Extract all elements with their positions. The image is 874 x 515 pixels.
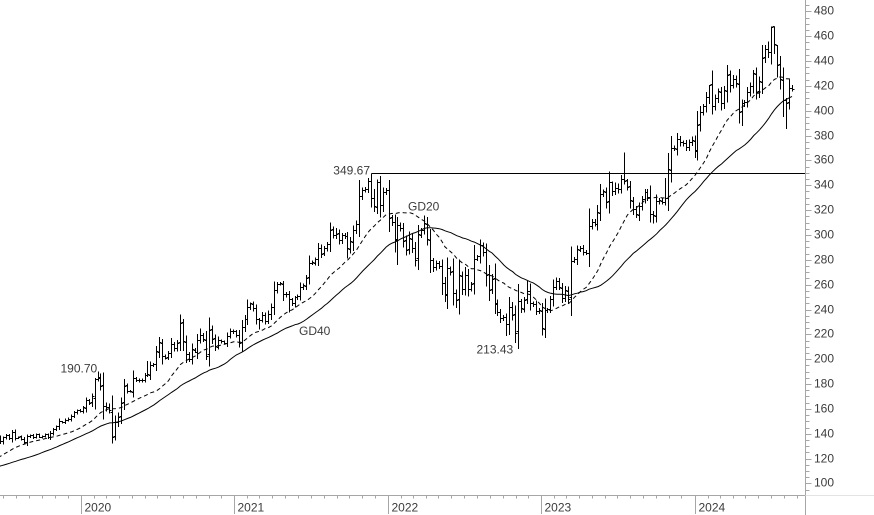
svg-text:213.43: 213.43 bbox=[477, 343, 514, 357]
svg-text:320: 320 bbox=[814, 203, 834, 217]
svg-text:300: 300 bbox=[814, 228, 834, 242]
svg-text:GD40: GD40 bbox=[299, 324, 331, 338]
svg-text:460: 460 bbox=[814, 29, 834, 43]
svg-text:100: 100 bbox=[814, 476, 834, 490]
svg-text:260: 260 bbox=[814, 278, 834, 292]
svg-text:240: 240 bbox=[814, 303, 834, 317]
svg-text:2021: 2021 bbox=[238, 501, 265, 515]
svg-text:120: 120 bbox=[814, 452, 834, 466]
svg-text:200: 200 bbox=[814, 352, 834, 366]
svg-text:2022: 2022 bbox=[392, 501, 419, 515]
svg-text:160: 160 bbox=[814, 402, 834, 416]
svg-text:220: 220 bbox=[814, 327, 834, 341]
svg-text:280: 280 bbox=[814, 253, 834, 267]
svg-text:2024: 2024 bbox=[699, 501, 726, 515]
svg-text:380: 380 bbox=[814, 129, 834, 143]
svg-text:420: 420 bbox=[814, 79, 834, 93]
svg-text:340: 340 bbox=[814, 178, 834, 192]
svg-text:440: 440 bbox=[814, 54, 834, 68]
svg-text:2020: 2020 bbox=[85, 501, 112, 515]
svg-text:360: 360 bbox=[814, 153, 834, 167]
svg-text:180: 180 bbox=[814, 377, 834, 391]
svg-text:190.70: 190.70 bbox=[61, 362, 98, 376]
svg-text:GD20: GD20 bbox=[408, 199, 440, 213]
svg-text:400: 400 bbox=[814, 104, 834, 118]
svg-text:140: 140 bbox=[814, 427, 834, 441]
svg-text:480: 480 bbox=[814, 4, 834, 18]
svg-text:2023: 2023 bbox=[545, 501, 572, 515]
svg-text:349.67: 349.67 bbox=[333, 164, 370, 178]
